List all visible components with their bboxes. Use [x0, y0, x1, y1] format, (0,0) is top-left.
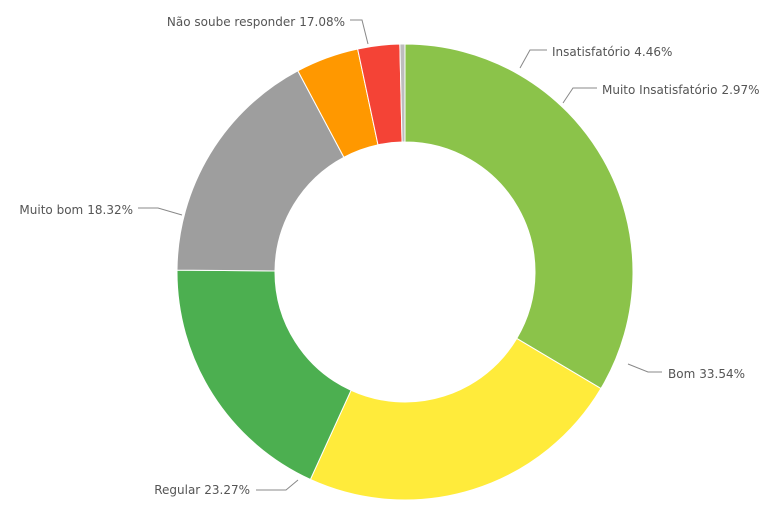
label-name: Não soube responder — [167, 15, 295, 29]
leader-line — [350, 19, 369, 45]
data-label: Muito Insatisfatório 2.97% — [602, 83, 760, 97]
leader-line — [627, 363, 662, 373]
label-value: 4.46% — [634, 45, 672, 59]
data-label: Muito bom 18.32% — [19, 203, 133, 217]
label-value: 33.54% — [699, 367, 745, 381]
donut-segment — [176, 70, 345, 272]
leader-line — [138, 207, 183, 216]
label-value: 2.97% — [721, 83, 759, 97]
label-value: 23.27% — [204, 483, 250, 497]
leader-line — [256, 479, 299, 491]
label-value: 17.08% — [299, 15, 345, 29]
leader-line — [519, 49, 547, 69]
data-label: Bom 33.54% — [668, 367, 745, 381]
label-name: Bom — [668, 367, 695, 381]
data-label: Regular 23.27% — [154, 483, 250, 497]
donut-segment — [176, 269, 352, 481]
donut-segment — [399, 43, 406, 143]
label-name: Muito bom — [19, 203, 83, 217]
label-name: Muito Insatisfatório — [602, 83, 717, 97]
data-label: Não soube responder 17.08% — [167, 15, 345, 29]
label-name: Regular — [154, 483, 200, 497]
label-name: Insatisfatório — [552, 45, 630, 59]
leader-line — [562, 87, 597, 104]
donut-segment — [309, 337, 602, 501]
label-value: 18.32% — [87, 203, 133, 217]
donut-segment — [404, 43, 634, 390]
data-label: Insatisfatório 4.46% — [552, 45, 672, 59]
